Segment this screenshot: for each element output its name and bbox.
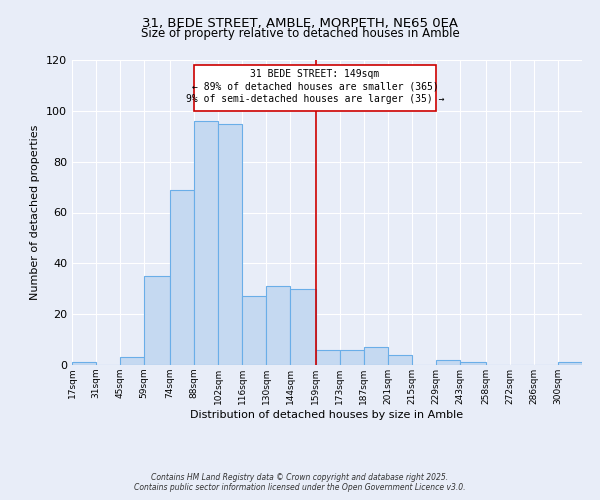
Bar: [340, 350, 364, 365]
Text: ← 89% of detached houses are smaller (365): ← 89% of detached houses are smaller (36…: [191, 82, 439, 92]
Text: 31 BEDE STREET: 149sqm: 31 BEDE STREET: 149sqm: [250, 69, 380, 79]
Bar: [242, 296, 266, 365]
Bar: [290, 289, 316, 365]
Text: 9% of semi-detached houses are larger (35) →: 9% of semi-detached houses are larger (3…: [186, 94, 444, 104]
Y-axis label: Number of detached properties: Number of detached properties: [31, 125, 40, 300]
Bar: [460, 362, 486, 365]
Bar: [72, 362, 96, 365]
FancyBboxPatch shape: [194, 65, 436, 111]
Bar: [558, 362, 582, 365]
Bar: [436, 360, 460, 365]
Bar: [364, 347, 388, 365]
Bar: [120, 358, 144, 365]
Bar: [316, 350, 340, 365]
X-axis label: Distribution of detached houses by size in Amble: Distribution of detached houses by size …: [190, 410, 464, 420]
Bar: [194, 121, 218, 365]
Text: Contains HM Land Registry data © Crown copyright and database right 2025.
Contai: Contains HM Land Registry data © Crown c…: [134, 473, 466, 492]
Text: Size of property relative to detached houses in Amble: Size of property relative to detached ho…: [140, 28, 460, 40]
Bar: [144, 276, 170, 365]
Bar: [218, 124, 242, 365]
Bar: [388, 355, 412, 365]
Bar: [170, 190, 194, 365]
Bar: [266, 286, 290, 365]
Text: 31, BEDE STREET, AMBLE, MORPETH, NE65 0EA: 31, BEDE STREET, AMBLE, MORPETH, NE65 0E…: [142, 18, 458, 30]
